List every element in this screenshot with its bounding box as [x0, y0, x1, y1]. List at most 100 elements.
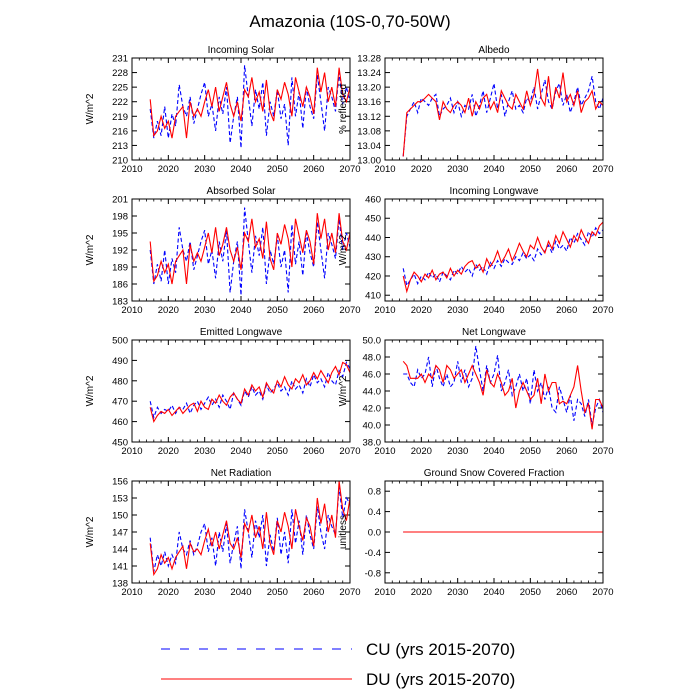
y-axis-label: W/m^2 [338, 234, 349, 265]
x-tick-label: 2030 [194, 164, 215, 175]
panel-title: Albedo [478, 45, 510, 56]
x-tick-label: 2030 [447, 164, 468, 175]
x-tick-label: 2040 [483, 446, 504, 457]
y-tick-label: 195 [112, 229, 128, 240]
y-tick-label: 44.0 [363, 387, 382, 398]
x-tick-label: 2050 [520, 305, 541, 316]
legend: CU (yrs 2015-2070) DU (yrs 2015-2070) [161, 640, 515, 689]
y-tick-label: 500 [112, 336, 128, 347]
x-tick-label: 2050 [267, 446, 288, 457]
y-axis-label: W/m^2 [85, 93, 96, 124]
y-tick-label: 450 [365, 214, 381, 225]
y-tick-label: 228 [112, 68, 128, 79]
series-line-du [149, 67, 351, 139]
y-tick-label: 210 [112, 156, 128, 167]
y-axis-label: % reflected [338, 84, 349, 134]
panel-incoming-longwave: Incoming Longwave W/m^2 2010 2020 2030 2040 20… [338, 186, 614, 316]
y-tick-label: 13.00 [357, 156, 381, 167]
y-tick-label: 144 [112, 545, 128, 556]
plot-frame [131, 198, 351, 302]
y-tick-label: 42.0 [363, 404, 382, 415]
x-tick-label: 2020 [411, 446, 432, 457]
y-axis-label: W/m^2 [85, 234, 96, 265]
x-tick-label: 2010 [121, 587, 142, 598]
y-tick-label: 216 [112, 126, 128, 137]
x-tick-label: 2040 [230, 446, 251, 457]
y-tick-label: 189 [112, 263, 128, 274]
legend-label-0: CU (yrs 2015-2070) [366, 640, 515, 659]
y-tick-label: 231 [112, 54, 128, 65]
x-tick-label: 2070 [592, 305, 613, 316]
x-tick-label: 2040 [230, 305, 251, 316]
panel-title: Net Radiation [211, 468, 272, 479]
x-tick-label: 2030 [194, 305, 215, 316]
x-tick-label: 2070 [592, 164, 613, 175]
series-line-cu [402, 226, 604, 288]
x-tick-label: 2020 [158, 305, 179, 316]
y-tick-label: 410 [365, 291, 381, 302]
series-line-cu [149, 207, 351, 296]
y-tick-label: 470 [112, 397, 128, 408]
series-line-du [402, 221, 604, 294]
figure-title: Amazonia (10S-0,70-50W) [249, 12, 450, 31]
y-tick-label: 480 [112, 376, 128, 387]
x-tick-label: 2030 [194, 587, 215, 598]
plot-frame [131, 339, 351, 443]
x-tick-label: 2010 [374, 587, 395, 598]
y-tick-label: 213 [112, 141, 128, 152]
y-tick-label: 192 [112, 246, 128, 257]
series-line-du [402, 360, 604, 430]
series-line-du [149, 361, 351, 424]
x-tick-label: 2060 [303, 305, 324, 316]
x-tick-label: 2030 [447, 446, 468, 457]
series-line-du [149, 480, 351, 577]
y-tick-label: 13.20 [357, 83, 381, 94]
x-tick-label: 2060 [303, 587, 324, 598]
x-tick-label: 2070 [339, 587, 360, 598]
y-tick-label: 440 [365, 233, 381, 244]
y-tick-label: 153 [112, 494, 128, 505]
y-tick-label: 460 [112, 417, 128, 428]
x-tick-label: 2070 [592, 587, 613, 598]
y-tick-label: 48.0 [363, 353, 382, 364]
x-tick-label: 2070 [339, 446, 360, 457]
y-tick-label: 183 [112, 297, 128, 308]
y-tick-label: 201 [112, 195, 128, 206]
y-tick-label: -0.4 [365, 548, 381, 559]
x-tick-label: 2060 [556, 164, 577, 175]
y-tick-label: 219 [112, 112, 128, 123]
x-tick-label: 2050 [267, 164, 288, 175]
panel-title: Net Longwave [462, 327, 526, 338]
y-tick-label: 0.0 [368, 528, 381, 539]
panel-title: Emitted Longwave [200, 327, 283, 338]
y-tick-label: 138 [112, 579, 128, 590]
y-tick-label: 13.24 [357, 68, 381, 79]
x-tick-label: 2010 [374, 305, 395, 316]
x-tick-label: 2020 [158, 164, 179, 175]
y-tick-label: 13.04 [357, 141, 381, 152]
x-tick-label: 2040 [483, 164, 504, 175]
x-tick-label: 2070 [339, 305, 360, 316]
panel-title: Ground Snow Covered Fraction [424, 468, 565, 479]
series-line-cu [149, 65, 351, 148]
y-tick-label: 156 [112, 477, 128, 488]
y-tick-label: 222 [112, 97, 128, 108]
x-tick-label: 2060 [556, 305, 577, 316]
x-tick-label: 2020 [158, 446, 179, 457]
series-line-cu [149, 360, 351, 420]
x-tick-label: 2060 [303, 164, 324, 175]
panel-absorbed-solar: Absorbed Solar W/m^2 2010 2020 2030 2040 2050 2… [85, 186, 361, 316]
y-tick-label: 0.4 [368, 507, 381, 518]
y-axis-label: W/m^2 [338, 375, 349, 406]
y-tick-label: 13.28 [357, 54, 381, 65]
x-tick-label: 2070 [339, 164, 360, 175]
x-tick-label: 2040 [483, 305, 504, 316]
x-tick-label: 2010 [121, 305, 142, 316]
x-tick-label: 2070 [592, 446, 613, 457]
panels: Incoming Solar W/m^2 2010 2020 2030 2040 2050 2… [85, 45, 614, 598]
x-tick-label: 2050 [520, 446, 541, 457]
x-tick-label: 2050 [267, 305, 288, 316]
y-tick-label: -0.8 [365, 568, 381, 579]
x-tick-label: 2050 [267, 587, 288, 598]
plot-frame [131, 480, 351, 584]
